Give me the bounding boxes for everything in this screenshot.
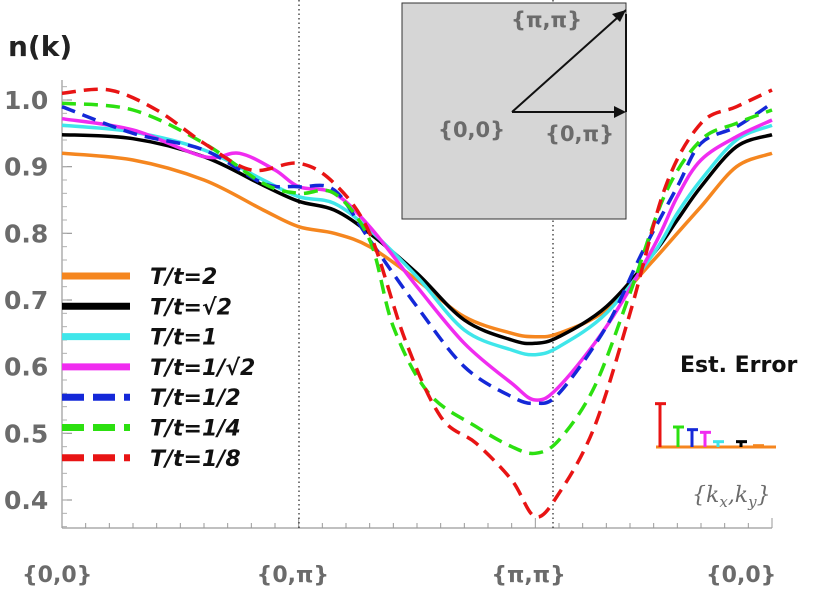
y-tick-label: 0.7	[4, 286, 48, 315]
inset-label-origin: {0,0}	[438, 118, 505, 142]
error-panel-title: Est. Error	[680, 353, 797, 378]
x-tick-label: {0,π}	[257, 563, 329, 588]
series-line-t-t-1-4	[61, 101, 773, 456]
inset-label-pi-pi: {π,π}	[511, 8, 582, 32]
legend-label: T/t=1/8	[150, 447, 241, 472]
series-line-t-t-2	[61, 132, 773, 346]
y-tick-label: 0.5	[4, 419, 48, 448]
series-line-t-t-1-8	[61, 87, 773, 519]
series-line-t-t-1-2	[61, 116, 773, 402]
inset-brillouin-zone: {π,π} {0,0} {0,π}	[401, 2, 627, 220]
legend-label: T/t=1/√2	[150, 356, 255, 381]
y-axis-label: n(k)	[8, 30, 72, 63]
legend-label: T/t=1	[150, 326, 217, 351]
y-ticks: 1.0 0.9 0.8 0.7 0.6 0.5 0.4	[4, 86, 72, 528]
x-tick-label: {0,0}	[22, 563, 92, 588]
inset-diagonal-arrow	[511, 9, 627, 113]
y-tick-label: 0.8	[4, 219, 48, 248]
legend-label: T/t=2	[150, 265, 217, 290]
inset-diagonal-arrowhead	[612, 10, 626, 22]
x-tick-label: {π,π}	[491, 563, 566, 588]
x-axis-caption: {kx,ky}	[692, 483, 771, 511]
error-bars	[655, 402, 764, 448]
inset-label-zero-pi: {0,π}	[545, 122, 614, 146]
legend-label: T/t=1/4	[150, 417, 241, 442]
x-tick-label: {0,0}	[706, 563, 776, 588]
legend: T/t=2 T/t=√2 T/t=1 T/t=1/√2 T/t=1/2 T/t=1/4 T/…	[62, 265, 255, 472]
y-tick-label: 0.6	[4, 353, 48, 382]
series-line-t-t-2	[61, 151, 773, 339]
y-tick-label: 1.0	[4, 86, 48, 115]
legend-label: T/t=√2	[150, 295, 232, 320]
y-tick-label: 0.9	[4, 153, 48, 182]
error-panel: Est. Error {kx,ky}	[655, 353, 797, 511]
inset-horizontal-arrowhead	[614, 106, 626, 118]
x-ticks: {0,0} {0,π} {π,π} {0,0}	[22, 518, 776, 588]
legend-label: T/t=1/2	[150, 386, 241, 411]
series-group	[61, 87, 773, 519]
y-tick-label: 0.4	[4, 486, 48, 515]
